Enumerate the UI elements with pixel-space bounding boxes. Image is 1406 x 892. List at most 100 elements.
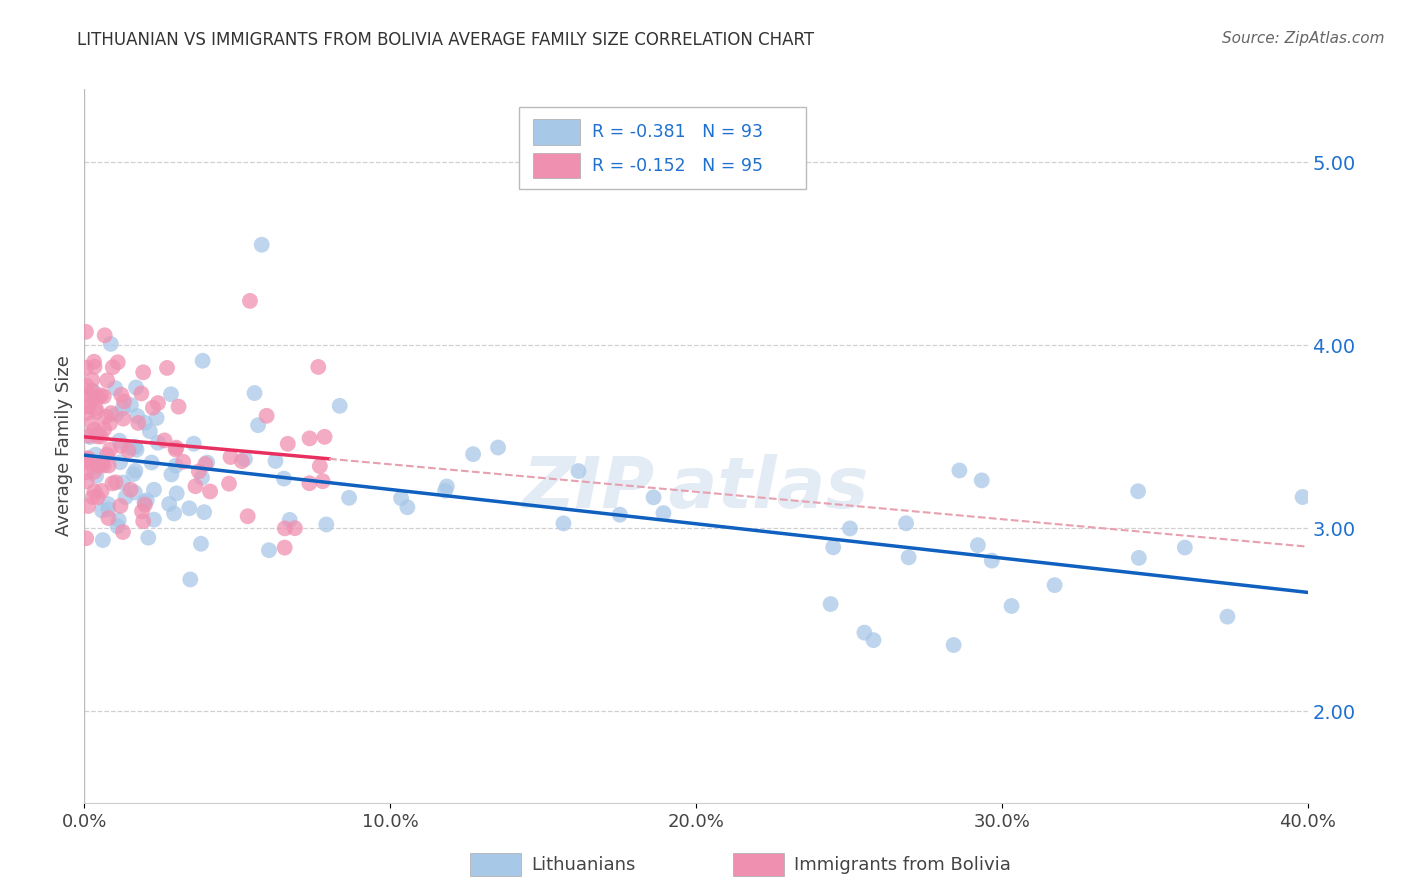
- Point: [76, 379, 98, 393]
- Point: [75, 406, 97, 420]
- Point: [243, 386, 266, 401]
- Point: [823, 541, 845, 555]
- Point: [146, 396, 169, 410]
- Point: [256, 409, 278, 423]
- Point: [167, 400, 190, 414]
- Point: [110, 439, 132, 453]
- Point: [77, 400, 100, 414]
- Point: [122, 467, 145, 481]
- Point: [970, 474, 993, 488]
- Text: R = -0.381   N = 93: R = -0.381 N = 93: [592, 123, 763, 141]
- Point: [315, 517, 337, 532]
- Point: [862, 633, 884, 648]
- Point: [114, 490, 136, 504]
- Point: [127, 416, 149, 430]
- Point: [110, 388, 132, 402]
- Point: [82, 490, 104, 504]
- Point: [108, 434, 131, 448]
- Point: [112, 394, 135, 409]
- Point: [172, 455, 194, 469]
- Text: Lithuanians: Lithuanians: [531, 856, 636, 874]
- Point: [165, 442, 187, 457]
- Point: [84, 448, 107, 462]
- Point: [250, 237, 273, 252]
- Point: [84, 469, 107, 483]
- Point: [76, 451, 98, 466]
- Point: [191, 353, 214, 368]
- Point: [163, 507, 186, 521]
- Point: [1043, 578, 1066, 592]
- Point: [98, 417, 121, 431]
- Point: [120, 483, 142, 497]
- Text: R = -0.152   N = 95: R = -0.152 N = 95: [592, 157, 763, 175]
- Point: [82, 384, 104, 399]
- Point: [93, 458, 115, 473]
- Point: [118, 441, 141, 455]
- Point: [87, 390, 110, 404]
- Point: [86, 429, 108, 443]
- Point: [157, 497, 180, 511]
- Point: [236, 509, 259, 524]
- Point: [136, 531, 159, 545]
- Point: [131, 504, 153, 518]
- Point: [183, 436, 205, 450]
- Point: [820, 597, 842, 611]
- Point: [436, 479, 458, 493]
- Point: [77, 399, 100, 413]
- Point: [97, 497, 120, 511]
- Point: [107, 355, 129, 369]
- Point: [195, 456, 218, 470]
- Point: [231, 454, 253, 468]
- Point: [198, 484, 221, 499]
- Point: [652, 506, 675, 520]
- Point: [567, 464, 589, 478]
- Point: [104, 475, 127, 490]
- Point: [124, 464, 146, 478]
- Point: [1126, 484, 1149, 499]
- Point: [153, 434, 176, 448]
- Point: [90, 388, 112, 402]
- Point: [853, 625, 876, 640]
- Point: [233, 452, 256, 467]
- Point: [111, 524, 134, 539]
- Point: [142, 513, 165, 527]
- Point: [273, 472, 295, 486]
- Point: [146, 435, 169, 450]
- Point: [86, 491, 108, 505]
- Point: [108, 455, 131, 469]
- Point: [141, 455, 163, 469]
- Point: [122, 441, 145, 455]
- Point: [94, 409, 117, 424]
- Point: [107, 519, 129, 533]
- Text: Immigrants from Bolivia: Immigrants from Bolivia: [794, 856, 1011, 874]
- Point: [101, 360, 124, 375]
- Point: [93, 389, 115, 403]
- Point: [134, 495, 156, 509]
- Point: [75, 466, 97, 480]
- Point: [90, 457, 112, 471]
- Point: [110, 499, 132, 513]
- Point: [179, 501, 201, 516]
- Point: [273, 541, 295, 555]
- Point: [609, 508, 631, 522]
- Point: [79, 430, 101, 444]
- Point: [329, 399, 352, 413]
- Point: [194, 457, 217, 471]
- Point: [314, 430, 336, 444]
- Point: [298, 431, 321, 445]
- Point: [160, 387, 183, 401]
- Point: [894, 516, 917, 531]
- Point: [80, 416, 103, 430]
- Point: [96, 373, 118, 387]
- Point: [308, 459, 330, 474]
- Point: [553, 516, 575, 531]
- Point: [247, 418, 270, 433]
- Point: [1000, 599, 1022, 613]
- Point: [942, 638, 965, 652]
- Point: [90, 430, 112, 444]
- Point: [90, 483, 112, 498]
- Point: [111, 475, 134, 490]
- Point: [134, 416, 156, 430]
- Point: [278, 513, 301, 527]
- Point: [1216, 609, 1239, 624]
